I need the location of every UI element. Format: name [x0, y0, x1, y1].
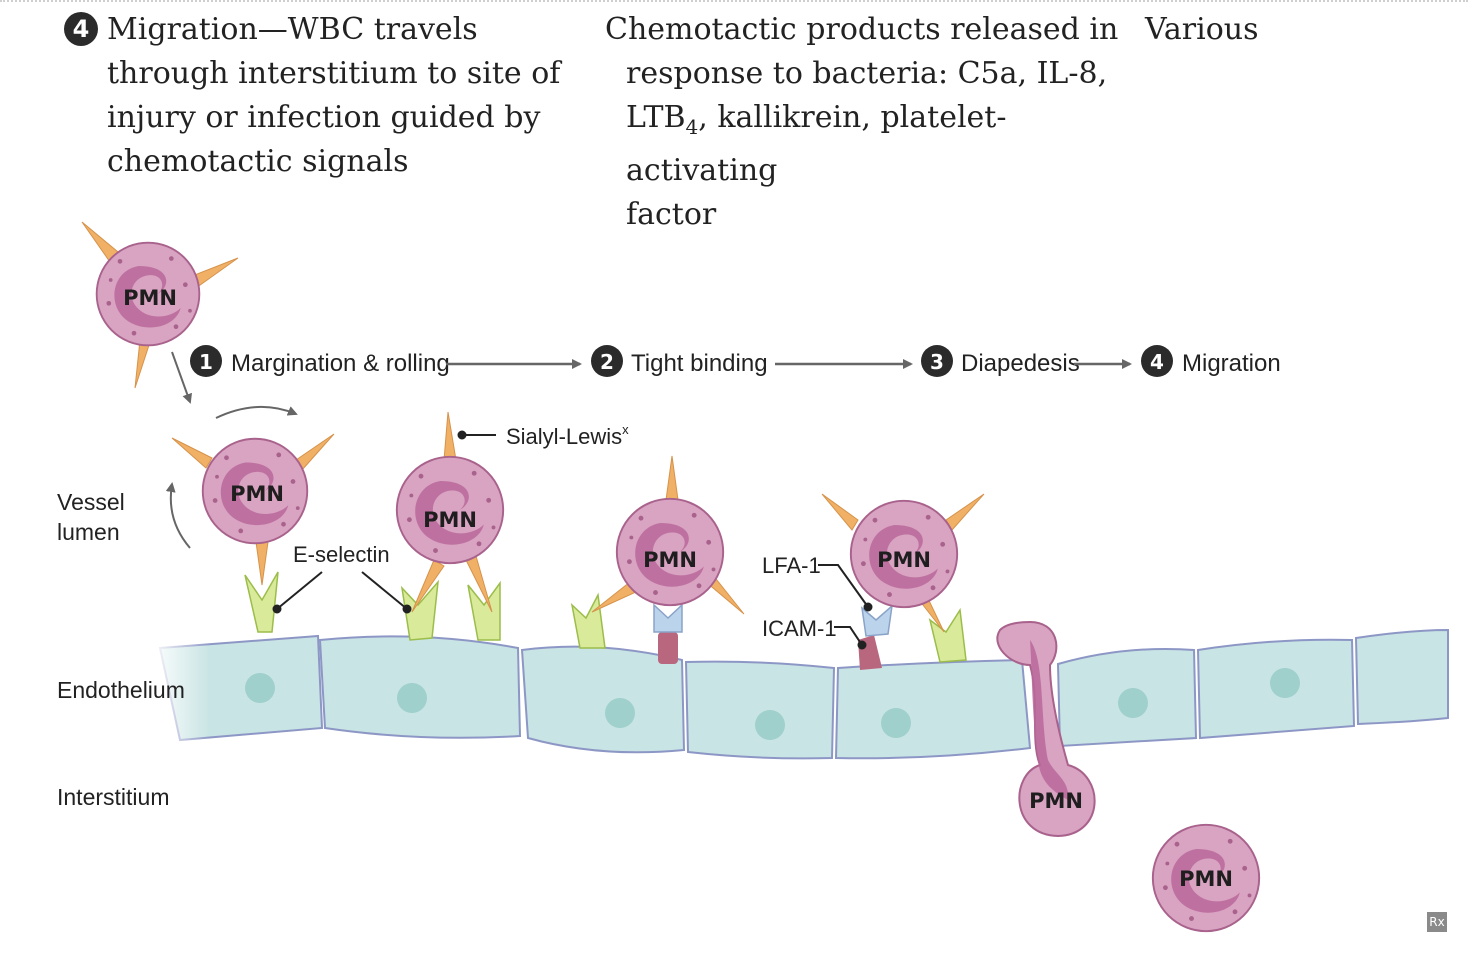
description-line: through interstitium to site of	[107, 56, 561, 91]
description-line: chemotactic signals	[107, 144, 409, 179]
pmn-label: PMN	[877, 548, 931, 572]
pmn-label: PMN	[230, 482, 284, 506]
step-3-badge	[921, 345, 953, 377]
step-4-badge	[1141, 345, 1173, 377]
description-line: Migration—WBC travels	[107, 12, 478, 47]
pmn-cell-rolling-2: PMN	[395, 455, 505, 565]
step-4-label: Migration	[1182, 350, 1281, 377]
molecules-line: factor	[626, 197, 717, 232]
pmn-cell-rolling: PMN	[201, 437, 309, 545]
pmn-label: PMN	[643, 548, 697, 572]
molecules-rest: , kallikrein, platelet-activating	[626, 100, 1007, 188]
icam-1-label: ICAM-1	[762, 616, 837, 641]
endothelium-layer	[150, 628, 1449, 760]
pmn-cell-tight-binding: PMN	[615, 497, 725, 607]
step-1-number: 1	[199, 350, 213, 374]
step-4-number: 4	[1150, 350, 1164, 374]
ltb-subscript: 4	[685, 115, 699, 139]
vessel-lumen-label-line2: lumen	[57, 519, 120, 545]
pmn-label: PMN	[1029, 789, 1083, 813]
sialyl-lewis-label: Sialyl-Lewisx	[506, 422, 629, 449]
descent-arrow	[171, 351, 192, 404]
molecules-line: response to bacteria: C5a, IL-8,	[626, 56, 1108, 91]
pmn-cell-diapedesis-start: PMN	[849, 499, 959, 609]
step-1-label: Margination & rolling	[231, 350, 450, 377]
step-1-badge	[190, 345, 222, 377]
pmn-cell-squeezing: PMN	[996, 620, 1096, 838]
watermark-icon: Rx	[1427, 912, 1447, 932]
molecules-cell: Chemotactic products released in respons…	[605, 8, 1125, 237]
pmn-label: PMN	[423, 508, 477, 532]
ltb-text: LTB	[626, 100, 686, 135]
vessel-lumen-label-line1: Vessel	[57, 489, 125, 515]
pmn-label: PMN	[123, 286, 177, 310]
interstitium-label: Interstitium	[57, 784, 169, 810]
motion-arrows	[165, 351, 298, 549]
pmn-label: PMN	[1179, 867, 1233, 891]
description-cell: Migration—WBC travels through interstiti…	[107, 8, 577, 184]
icam-lfa-complex	[653, 603, 894, 670]
step-3-label: Diapedesis	[961, 350, 1080, 377]
e-selectin-molecules	[244, 571, 967, 663]
step-sequence: 1 Margination & rolling 2 Tight binding …	[190, 345, 1281, 377]
step-2-label: Tight binding	[631, 350, 768, 377]
lfa-1-label: LFA-1	[762, 553, 821, 578]
description-line: injury or infection guided by	[107, 100, 541, 135]
pmn-cell-migrated: PMN	[1151, 823, 1261, 933]
defect-cell: Various	[1145, 12, 1259, 47]
endothelium-label: Endothelium	[57, 677, 185, 703]
molecules-line: LTB4, kallikrein, platelet-activating	[605, 96, 1125, 193]
row-number-badge: 4	[64, 12, 98, 46]
top-divider	[0, 0, 1468, 2]
molecules-line: Chemotactic products released in	[605, 12, 1119, 47]
step-2-number: 2	[600, 350, 614, 374]
pmn-cell-free: PMN	[95, 241, 201, 347]
step-2-badge	[591, 345, 623, 377]
e-selectin-label: E-selectin	[293, 542, 390, 567]
roll-arrow-top	[215, 405, 298, 419]
step-3-number: 3	[930, 350, 944, 374]
roll-arrow-left	[165, 482, 191, 549]
label-leaders	[272, 430, 873, 650]
